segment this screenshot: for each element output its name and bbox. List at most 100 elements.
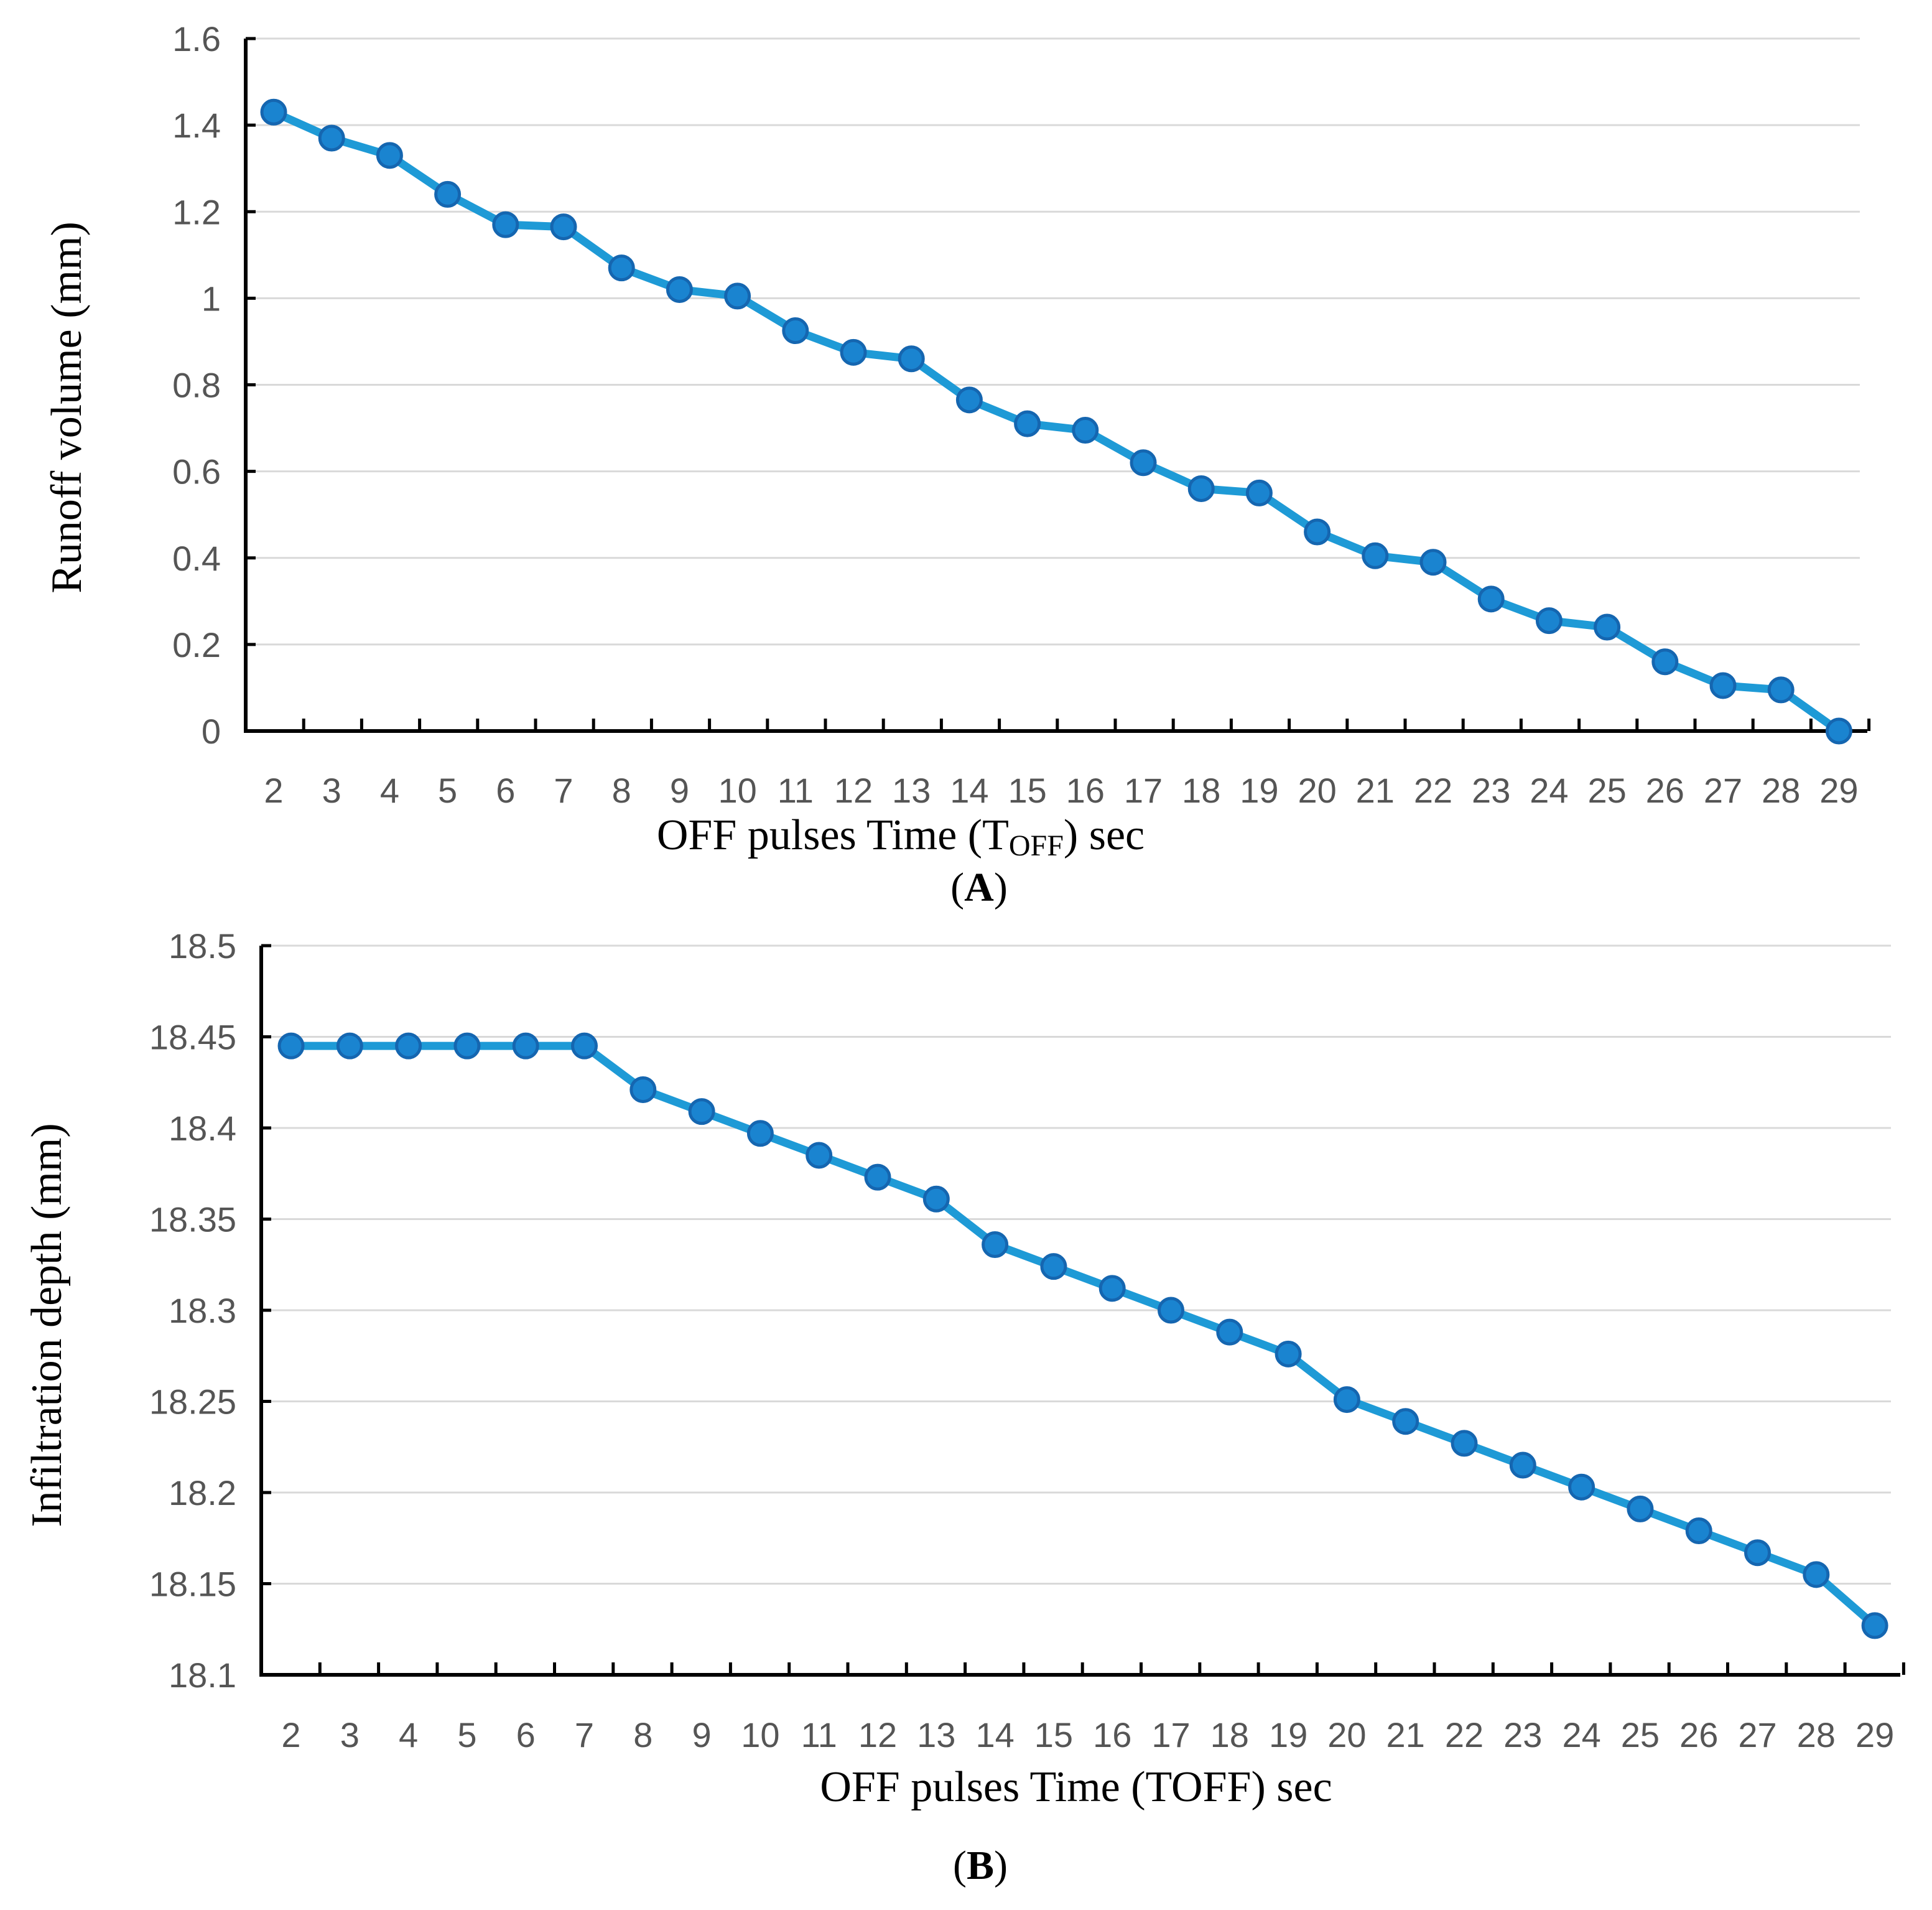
chart-b-data-point xyxy=(1744,1539,1771,1567)
chart-a-y-tick-label: 1.4 xyxy=(172,106,221,145)
chart-a-data-point xyxy=(1651,648,1679,676)
chart-a-x-tick-label: 18 xyxy=(1182,771,1220,810)
chart-b-y-tick-label: 18.5 xyxy=(169,926,236,966)
chart-a-series-line xyxy=(269,108,1843,735)
chart-b-data-point xyxy=(395,1032,422,1060)
chart-b-x-tick-label: 23 xyxy=(1503,1715,1542,1754)
chart-b-x-tick-label: 24 xyxy=(1562,1715,1600,1754)
chart-a-data-point xyxy=(1477,585,1505,613)
chart-a-x-tick-label: 17 xyxy=(1124,771,1163,810)
chart-b-x-tick-label: 5 xyxy=(457,1715,476,1754)
chart-b-data-point xyxy=(1451,1430,1478,1457)
chart-a-data-point xyxy=(1245,479,1273,506)
chart-a-x-tick-label: 4 xyxy=(380,771,399,810)
chart-b-y-axis-title: Infiltration depth (mm) xyxy=(23,1123,71,1527)
chart-a-x-tick-label: 10 xyxy=(718,771,756,810)
chart-a-x-tick-label: 22 xyxy=(1414,771,1452,810)
chart-a-data-point xyxy=(492,211,519,238)
chart-b-series-line xyxy=(287,1041,1879,1630)
chart-b-grid xyxy=(261,944,1891,1585)
chart-a-y-tick-label: 1.2 xyxy=(172,192,221,231)
chart-a-data-point xyxy=(260,98,287,126)
chart-b-data-point xyxy=(806,1142,833,1169)
chart-a-y-axis-title: Runoff volume (mm) xyxy=(43,221,91,594)
chart-b-y-tick-label: 18.1 xyxy=(169,1656,236,1695)
chart-b-y-tick-label: 18.25 xyxy=(149,1382,236,1422)
chart-a-x-tick-label: 21 xyxy=(1356,771,1395,810)
chart-b-data-point xyxy=(1803,1561,1830,1588)
chart-b-x-tick-label: 26 xyxy=(1679,1715,1718,1754)
chart-a-data-point xyxy=(955,386,983,414)
chart-a-data-point xyxy=(1767,676,1795,704)
chart-b-y-ticks: 18.1 18.15 18.2 18.25 18.3 18.35 18.4 18.45 18.5 xyxy=(149,926,236,1695)
chart-a-y-tick-label: 0.4 xyxy=(172,539,221,578)
chart-b-axes xyxy=(259,944,1905,1677)
chart-a-x-tick-label: 14 xyxy=(950,771,988,810)
chart-b-x-tick-label: 28 xyxy=(1797,1715,1836,1754)
chart-a-data-point xyxy=(434,180,462,208)
chart-a-x-tick-label: 5 xyxy=(438,771,457,810)
chart-a-x-tick-label: 24 xyxy=(1530,771,1568,810)
chart-a-x-ticks: 2 3 4 5 6 7 8 9 10 11 12 13 14 15 16 17 18 19 20 21 22 23 24 25… xyxy=(264,771,1858,810)
chart-b-data-point xyxy=(982,1231,1009,1259)
chart-b-x-tick-label: 9 xyxy=(692,1715,712,1754)
chart-a-y-ticks: 0 0.2 0.4 0.6 0.8 1 1.2 1.4 1.6 xyxy=(172,19,221,751)
chart-a-y-tick-label: 0 xyxy=(202,712,221,751)
chart-b-x-tick-label: 22 xyxy=(1445,1715,1484,1754)
chart-b-panel-label: (B) xyxy=(953,1843,1008,1888)
chart-a-data-point xyxy=(1535,607,1563,635)
chart-a-x-tick-label: 2 xyxy=(264,771,283,810)
chart-a-x-tick-label: 9 xyxy=(670,771,689,810)
chart-b-data-point xyxy=(1568,1473,1595,1501)
chart-a-x-tick-label: 7 xyxy=(554,771,573,810)
chart-a-y-tick-label: 0.8 xyxy=(172,366,221,405)
chart-b-series xyxy=(277,1032,1888,1639)
chart-b-x-tick-label: 4 xyxy=(399,1715,418,1754)
chart-b-x-tick-label: 16 xyxy=(1093,1715,1131,1754)
chart-b-x-axis-title: OFF pulses Time (TOFF) sec xyxy=(820,1763,1332,1811)
chart-a-x-tick-label: 3 xyxy=(322,771,341,810)
chart-b-x-tick-label: 12 xyxy=(858,1715,897,1754)
chart-a-x-tick-label: 29 xyxy=(1819,771,1858,810)
chart-b-data-point xyxy=(453,1032,481,1060)
chart-b-data-point xyxy=(864,1163,891,1191)
chart-b-data-point xyxy=(571,1032,598,1060)
chart-a-x-tick-label: 27 xyxy=(1704,771,1742,810)
chart-b-y-tick-label: 18.3 xyxy=(169,1291,236,1330)
chart-a-x-tick-label: 23 xyxy=(1472,771,1510,810)
chart-a-data-point xyxy=(1362,542,1389,569)
chart-b-y-tick-label: 18.45 xyxy=(149,1018,236,1057)
chart-b-data-point xyxy=(1392,1408,1419,1435)
chart-a-y-tick-label: 1 xyxy=(202,279,221,318)
chart-a-data-point xyxy=(1709,672,1737,699)
chart-a-x-tick-label: 6 xyxy=(496,771,515,810)
chart-a-data-point xyxy=(550,213,577,241)
chart-a-panel-label: (A) xyxy=(950,865,1008,910)
chart-b-x-tick-label: 17 xyxy=(1151,1715,1190,1754)
chart-b-x-tick-label: 19 xyxy=(1269,1715,1307,1754)
chart-b-data-point xyxy=(277,1032,305,1060)
chart-a-data-point xyxy=(318,124,345,152)
chart-b: 18.1 18.15 18.2 18.25 18.3 18.35 18.4 18.45 18.5… xyxy=(23,926,1905,1888)
chart-a-y-tick-label: 0.2 xyxy=(172,625,221,664)
chart-b-data-point xyxy=(1158,1297,1184,1324)
chart-a-x-tick-label: 26 xyxy=(1646,771,1684,810)
chart-a-x-tick-label: 19 xyxy=(1240,771,1278,810)
chart-b-y-tick-label: 18.2 xyxy=(169,1473,236,1512)
chart-a-data-point xyxy=(666,276,693,303)
chart-b-x-tick-label: 6 xyxy=(516,1715,536,1754)
chart-b-x-tick-label: 15 xyxy=(1034,1715,1073,1754)
chart-a-data-point xyxy=(1072,417,1099,444)
chart-b-data-point xyxy=(1216,1318,1243,1346)
chart-b-data-point xyxy=(1685,1517,1712,1545)
chart-b-x-tick-label: 25 xyxy=(1621,1715,1660,1754)
chart-b-x-tick-label: 10 xyxy=(741,1715,779,1754)
chart-b-x-tick-label: 11 xyxy=(801,1715,837,1754)
chart-a-data-point xyxy=(608,254,635,282)
chart-b-x-tick-label: 20 xyxy=(1327,1715,1366,1754)
chart-b-x-tick-label: 7 xyxy=(575,1715,594,1754)
chart-a-axes xyxy=(244,37,1871,733)
chart-a-data-point xyxy=(898,345,925,373)
chart-b-x-tick-label: 13 xyxy=(917,1715,955,1754)
chart-b-x-ticks: 2 3 4 5 6 7 8 9 10 11 12 13 14 15 16 17 18 19 20 21 22 23 24 25… xyxy=(281,1715,1894,1754)
